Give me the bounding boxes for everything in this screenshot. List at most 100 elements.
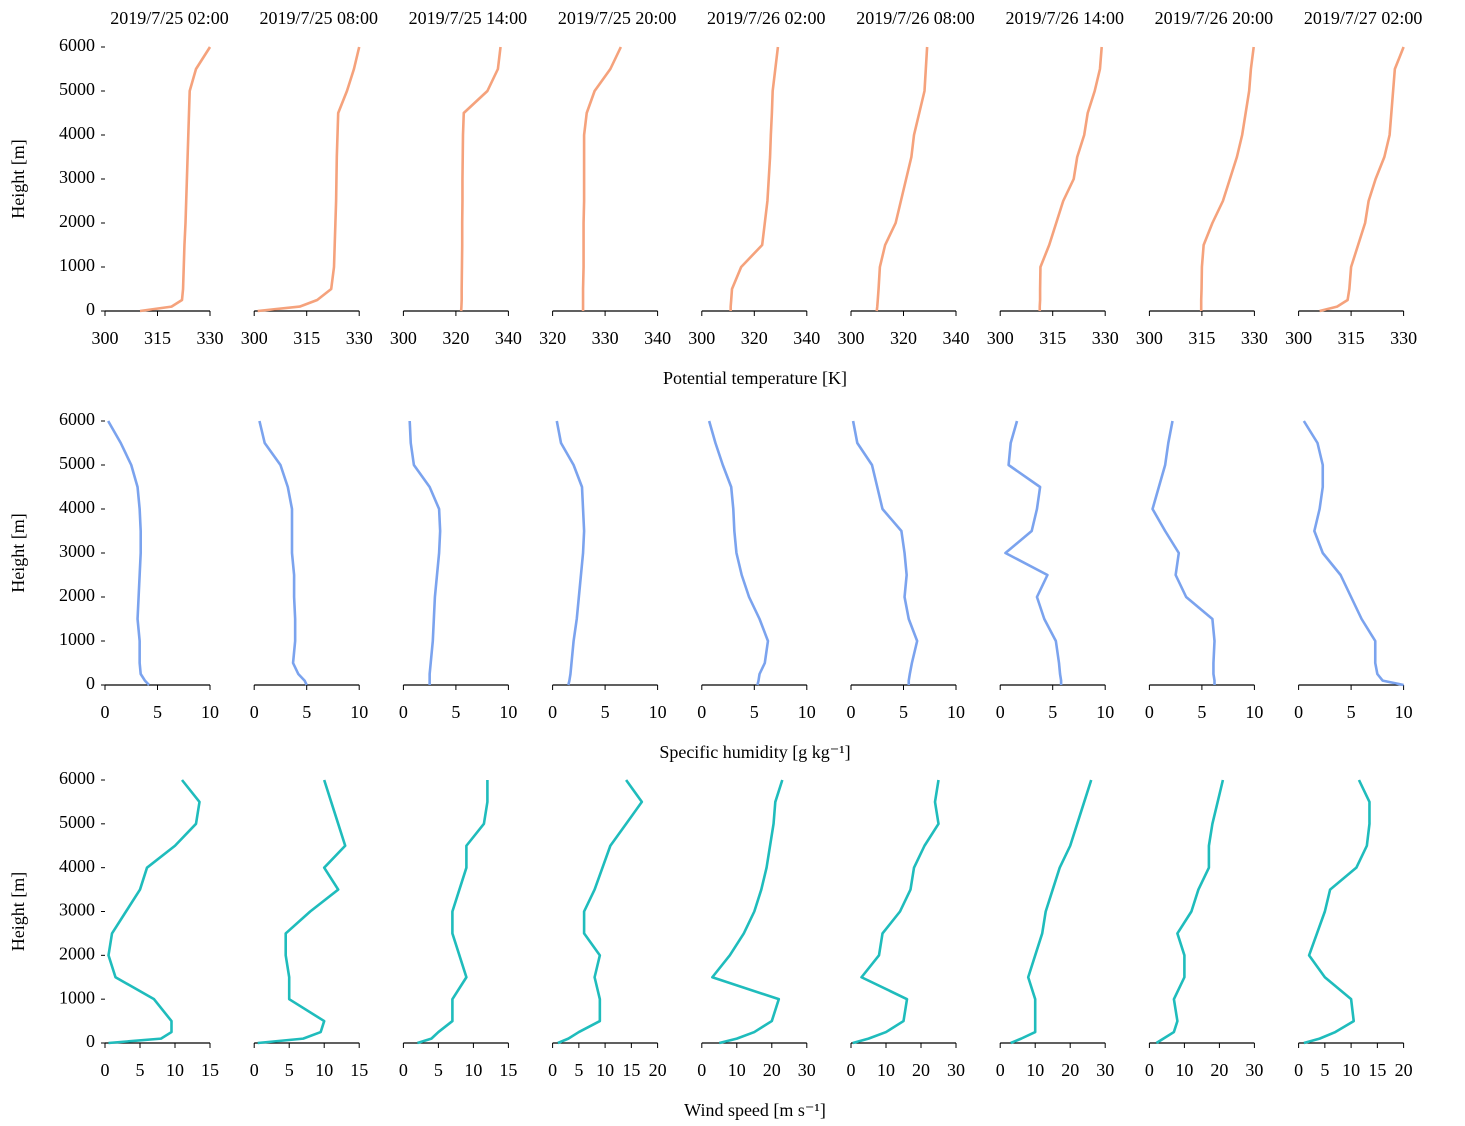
x-tick-label: 300 <box>390 328 417 348</box>
profile-line <box>257 46 361 313</box>
x-tick-label: 5 <box>899 702 908 722</box>
x-tick-label: 330 <box>1390 328 1417 348</box>
x-tick-label: 0 <box>996 702 1005 722</box>
x-tick-label: 0 <box>1145 1060 1154 1080</box>
profile-line <box>1199 46 1255 311</box>
panel-title: 2019/7/25 20:00 <box>558 8 677 28</box>
x-tick-label: 10 <box>1245 702 1263 722</box>
panel-title: 2019/7/27 02:00 <box>1304 8 1423 28</box>
profile-line <box>1302 420 1404 687</box>
x-tick-label: 20 <box>649 1060 667 1080</box>
x-tick-label: 300 <box>987 328 1014 348</box>
x-tick-label: 30 <box>1096 1060 1114 1080</box>
x-tick-label: 0 <box>697 702 706 722</box>
profile-line <box>408 420 442 685</box>
profile-line <box>729 46 780 311</box>
x-tick-label: 0 <box>250 1060 259 1080</box>
x-tick-label: 5 <box>750 702 759 722</box>
x-tick-label: 30 <box>947 1060 965 1080</box>
x-tick-label: 330 <box>1092 328 1119 348</box>
profile-line <box>107 779 201 1045</box>
x-tick-label: 10 <box>877 1060 895 1080</box>
x-tick-label: 315 <box>1039 328 1066 348</box>
y-tick-label: 1000 <box>59 987 95 1007</box>
x-axis-label: Specific humidity [g kg⁻¹] <box>659 742 850 762</box>
x-tick-label: 10 <box>649 702 667 722</box>
x-tick-label: 0 <box>1294 702 1303 722</box>
y-tick-label: 6000 <box>59 409 95 429</box>
x-tick-label: 330 <box>197 328 224 348</box>
y-tick-label: 4000 <box>59 497 95 517</box>
x-tick-label: 0 <box>1145 702 1154 722</box>
x-tick-label: 20 <box>763 1060 781 1080</box>
profile-line <box>711 779 784 1045</box>
x-tick-label: 10 <box>728 1060 746 1080</box>
x-tick-label: 320 <box>741 328 768 348</box>
x-tick-label: 315 <box>144 328 171 348</box>
profile-line <box>139 46 212 313</box>
x-tick-label: 315 <box>293 328 320 348</box>
x-tick-label: 10 <box>1342 1060 1360 1080</box>
x-axis-label: Wind speed [m s⁻¹] <box>684 1100 826 1120</box>
x-tick-label: 300 <box>92 328 119 348</box>
y-tick-label: 5000 <box>59 79 95 99</box>
x-tick-label: 320 <box>442 328 469 348</box>
y-tick-label: 6000 <box>59 35 95 55</box>
y-tick-label: 0 <box>86 299 95 319</box>
x-tick-label: 20 <box>1395 1060 1413 1080</box>
x-tick-label: 15 <box>350 1060 368 1080</box>
x-tick-label: 0 <box>847 702 856 722</box>
x-tick-label: 15 <box>622 1060 640 1080</box>
x-tick-label: 300 <box>1285 328 1312 348</box>
x-tick-label: 5 <box>153 702 162 722</box>
x-tick-label: 10 <box>315 1060 333 1080</box>
x-tick-label: 340 <box>495 328 522 348</box>
x-tick-label: 10 <box>1175 1060 1193 1080</box>
y-tick-label: 3000 <box>59 167 95 187</box>
x-tick-label: 30 <box>1245 1060 1263 1080</box>
x-tick-label: 0 <box>847 1060 856 1080</box>
profile-line <box>1004 420 1063 685</box>
profile-line <box>1010 779 1093 1045</box>
profile-line <box>875 46 929 312</box>
panel-title: 2019/7/25 14:00 <box>409 8 528 28</box>
x-tick-label: 315 <box>1188 328 1215 348</box>
y-tick-label: 0 <box>86 1031 95 1051</box>
profile-line <box>581 46 623 311</box>
x-tick-label: 0 <box>101 702 110 722</box>
x-tick-label: 10 <box>1096 702 1114 722</box>
y-axis-label: Height [m] <box>8 872 28 951</box>
x-tick-label: 315 <box>1338 328 1365 348</box>
y-tick-label: 3000 <box>59 900 95 920</box>
x-tick-label: 0 <box>101 1060 110 1080</box>
x-tick-label: 5 <box>285 1060 294 1080</box>
x-tick-label: 10 <box>350 702 368 722</box>
y-tick-label: 1000 <box>59 255 95 275</box>
x-tick-label: 20 <box>1061 1060 1079 1080</box>
x-tick-label: 10 <box>1395 702 1413 722</box>
y-tick-label: 0 <box>86 673 95 693</box>
y-tick-label: 2000 <box>59 943 95 963</box>
x-tick-label: 330 <box>1241 328 1268 348</box>
x-tick-label: 10 <box>596 1060 614 1080</box>
x-tick-label: 10 <box>1026 1060 1044 1080</box>
x-tick-label: 0 <box>399 1060 408 1080</box>
x-tick-label: 0 <box>1294 1060 1303 1080</box>
x-tick-label: 0 <box>250 702 259 722</box>
profile-line <box>1151 420 1216 685</box>
x-tick-label: 330 <box>592 328 619 348</box>
x-tick-label: 5 <box>451 702 460 722</box>
x-tick-label: 0 <box>996 1060 1005 1080</box>
x-tick-label: 320 <box>890 328 917 348</box>
x-tick-label: 5 <box>1048 702 1057 722</box>
profile-line <box>707 420 770 686</box>
y-tick-label: 1000 <box>59 629 95 649</box>
x-tick-label: 0 <box>548 1060 557 1080</box>
y-tick-label: 2000 <box>59 211 95 231</box>
profile-line <box>258 420 308 686</box>
y-tick-label: 4000 <box>59 123 95 143</box>
x-tick-label: 15 <box>1368 1060 1386 1080</box>
x-tick-label: 0 <box>697 1060 706 1080</box>
panel-title: 2019/7/25 08:00 <box>259 8 378 28</box>
